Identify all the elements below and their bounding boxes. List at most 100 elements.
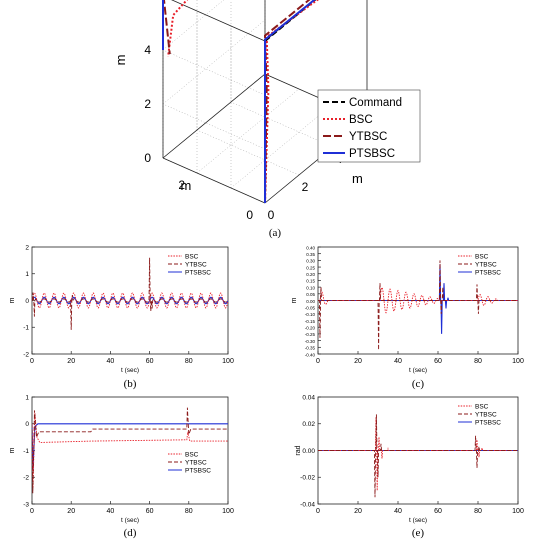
legend-label: YTBSC (475, 412, 497, 419)
series-group (318, 260, 518, 351)
legend-label: YTBSC (475, 262, 497, 269)
y-tick-label: 0.40 (306, 245, 315, 250)
y-axis-label: m (9, 447, 16, 453)
x-axis-label: m (352, 171, 363, 186)
series-bsc-line (32, 413, 228, 488)
legend-label: YTBSC (185, 262, 207, 269)
legend-label: BSC (349, 114, 373, 126)
box-edge (162, 73, 266, 159)
y-tick-label: -1 (23, 325, 29, 332)
series-ytbsc-line (163, 0, 311, 204)
legend-label: PTSBSC (349, 148, 395, 160)
chart-a-caption: (a) (269, 227, 282, 239)
series-group (32, 407, 228, 494)
x-tick-label: 0 (268, 208, 275, 222)
y-tick-label: 0 (246, 208, 253, 222)
y-tick-label: -2 (23, 475, 29, 482)
grid-line (196, 88, 300, 174)
series-ytbsc-line (318, 414, 518, 498)
x-tick-label: 100 (512, 508, 524, 515)
y-tick-label: 0.30 (306, 259, 315, 264)
x-tick-label: 2 (302, 180, 309, 194)
grid-line (162, 0, 225, 51)
x-tick-label: 20 (354, 508, 362, 515)
y-tick-label: 0.10 (306, 285, 315, 290)
x-tick-label: 20 (67, 508, 75, 515)
x-tick-label: 60 (146, 358, 154, 365)
z-tick-label: 4 (144, 43, 151, 57)
series-bsc-line (32, 292, 228, 309)
x-axis-label: t (sec) (121, 517, 139, 524)
y-tick-label: 0 (25, 298, 29, 305)
chart-b-caption: (b) (124, 378, 137, 390)
x-tick-label: 40 (394, 358, 402, 365)
box-edge (171, 0, 266, 42)
legend-label: YTBSC (349, 131, 387, 143)
y-tick-label: -1 (23, 448, 29, 455)
x-tick-label: 0 (316, 508, 320, 515)
y-tick-label: -0.35 (305, 346, 316, 351)
grid-line (230, 103, 334, 189)
series-bsc-line (167, 0, 319, 204)
legend-label: PTSBSC (185, 468, 211, 475)
series-group (318, 414, 518, 498)
legend-label: YTBSC (185, 460, 207, 467)
y-tick-label: 0.00 (306, 299, 315, 304)
grid-line (171, 0, 266, 42)
grid-line (162, 103, 266, 150)
z-axis-label: m (113, 55, 128, 66)
y-axis-label: m (291, 297, 298, 303)
box-edge (162, 157, 266, 204)
series-group (32, 257, 228, 330)
x-tick-label: 60 (146, 508, 154, 515)
x-tick-label: 0 (316, 358, 320, 365)
y-tick-label: 2 (25, 244, 29, 251)
x-tick-label: 40 (107, 358, 115, 365)
series-ytbsc-line (32, 407, 228, 494)
y-tick-label: 0.35 (306, 252, 315, 257)
box-edge (264, 0, 316, 42)
y-tick-label: 1 (25, 271, 29, 278)
y-axis-label: m (181, 178, 192, 193)
y-tick-label: 2 (178, 178, 185, 192)
legend-label: Command (349, 97, 402, 109)
y-tick-label: 0.25 (306, 265, 315, 270)
series-ptsbsc-line (32, 296, 228, 305)
series-bsc-line (318, 417, 518, 491)
plot-frame (31, 396, 229, 505)
x-tick-label: 20 (67, 358, 75, 365)
series-ytbsc-line (32, 257, 228, 330)
series-ptsbsc-line (162, 0, 316, 203)
y-axis-label: m (9, 297, 16, 303)
y-axis-label: rad (295, 445, 302, 455)
y-tick-label: 0.02 (302, 421, 315, 428)
legend-label: BSC (185, 254, 199, 261)
x-tick-label: 0 (30, 358, 34, 365)
x-tick-label: 80 (185, 508, 193, 515)
y-tick-label: -0.40 (305, 352, 316, 357)
y-tick-label: 0.05 (306, 292, 315, 297)
z-tick-label: 2 (144, 97, 151, 111)
x-tick-label: 20 (354, 358, 362, 365)
y-tick-label: -0.04 (300, 501, 315, 508)
x-tick-label: 60 (434, 358, 442, 365)
chart-e-plot: 0 20 40 60 80 100 -0.04 -0.02 0.00 0.02 0.04 t (sec… (295, 394, 524, 539)
legend-label: PTSBSC (475, 420, 501, 427)
y-tick-label: -2 (23, 351, 29, 358)
chart-e-caption: (e) (412, 527, 425, 539)
y-tick-label: -0.02 (300, 475, 315, 482)
y-tick-label: -0.30 (305, 339, 316, 344)
y-tick-label: 0.00 (302, 448, 315, 455)
legend-label: BSC (475, 404, 489, 411)
y-tick-label: -0.05 (305, 305, 316, 310)
chart-b-plot: 0 20 40 60 80 100 -2 -1 0 1 2 t (sec) m BSCYTBSCPTSBS… (9, 244, 234, 390)
x-tick-label: 0 (30, 508, 34, 515)
legend-label: BSC (475, 254, 489, 261)
grid-line (162, 49, 266, 96)
x-axis-label: t (sec) (409, 517, 427, 524)
x-tick-label: 40 (394, 508, 402, 515)
y-tick-label: 0.04 (302, 394, 315, 401)
grid-line (230, 101, 334, 148)
chart-c-caption: (c) (412, 378, 425, 390)
